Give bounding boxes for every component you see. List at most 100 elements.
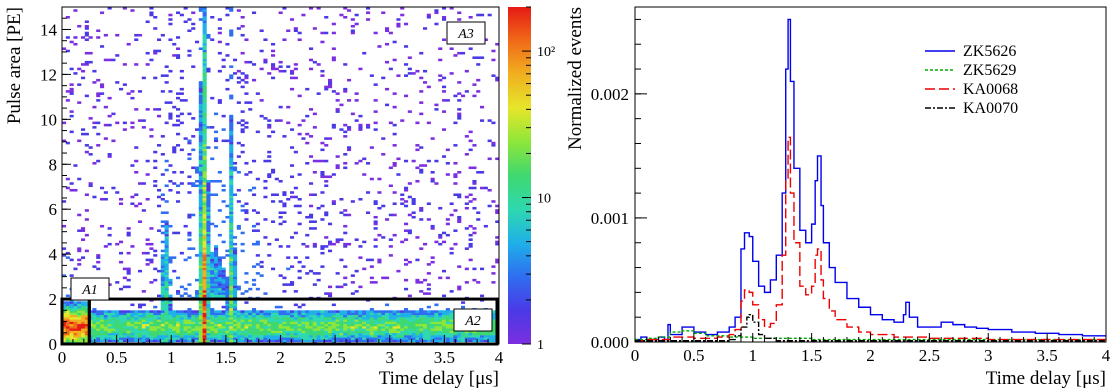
heatmap-cell	[293, 231, 298, 235]
heatmap-cell	[388, 335, 393, 338]
heatmap-cell	[324, 184, 329, 188]
heatmap-cell	[377, 328, 382, 331]
heatmap-cell	[164, 314, 169, 318]
heatmap-cell	[153, 312, 158, 316]
heatmap-cell	[252, 209, 257, 212]
region-label-A2: A2	[453, 308, 493, 332]
heatmap-cell	[248, 287, 253, 291]
heatmap-cell	[263, 339, 268, 343]
heatmap-cell	[96, 330, 101, 334]
heatmap-cell	[411, 330, 416, 334]
heatmap-cell	[172, 328, 177, 331]
heatmap-cell	[217, 332, 222, 336]
heatmap-cell	[214, 272, 219, 275]
heatmap-cell	[115, 81, 120, 84]
heatmap-cell	[472, 278, 477, 282]
heatmap-cell	[122, 332, 127, 336]
heatmap-cell	[263, 321, 268, 325]
heatmap-cell	[229, 126, 234, 129]
heatmap-cell	[214, 276, 219, 280]
heatmap-cell	[457, 220, 462, 223]
heatmap-cell	[233, 301, 238, 304]
heatmap-cell	[350, 200, 355, 203]
heatmap-cell	[183, 99, 188, 102]
heatmap-cell	[252, 332, 257, 336]
heatmap-cell	[100, 330, 105, 334]
heatmap-cell	[206, 184, 211, 188]
heatmap-cell	[267, 123, 272, 127]
heatmap-cell	[214, 251, 219, 255]
heatmap-cell	[145, 197, 150, 201]
heatmap-cell	[309, 215, 314, 219]
heatmap-cell	[445, 314, 450, 318]
heatmap-cell	[176, 292, 181, 295]
heatmap-cell	[65, 305, 70, 309]
heatmap-cell	[214, 130, 219, 134]
heatmap-cell	[202, 197, 207, 201]
heatmap-cell	[164, 238, 169, 241]
heatmap-cell	[426, 310, 431, 313]
heatmap-cell	[202, 218, 207, 221]
heatmap-cell	[195, 335, 200, 338]
heatmap-cell	[362, 335, 367, 338]
heatmap-cell	[141, 321, 146, 325]
heatmap-cell	[210, 256, 215, 259]
heatmap-cell	[157, 49, 162, 53]
heatmap-cell	[373, 215, 378, 219]
heatmap-cell	[362, 319, 367, 322]
heatmap-cell	[198, 85, 203, 89]
heatmap-cell	[153, 310, 158, 313]
heatmap-cell	[233, 267, 238, 271]
heatmap-cell	[396, 337, 401, 340]
heatmap-cell	[415, 314, 420, 318]
heatmap-cell	[149, 330, 154, 334]
heatmap-cell	[293, 186, 298, 190]
heatmap-cell	[130, 195, 135, 199]
heatmap-cell	[434, 330, 439, 334]
heatmap-cell	[457, 218, 462, 221]
heatmap-cell	[476, 335, 481, 338]
heatmap-cell	[168, 256, 173, 259]
heatmap-cell	[320, 323, 325, 327]
heatmap-cell	[229, 335, 234, 338]
heatmap-cell	[198, 287, 203, 291]
heatmap-cell	[96, 310, 101, 313]
heatmap-cell	[324, 310, 329, 313]
heatmap-cell	[377, 260, 382, 264]
heatmap-cell	[198, 184, 203, 188]
heatmap-cell	[377, 323, 382, 327]
heatmap-cell	[168, 114, 173, 118]
heatmap-cell	[187, 29, 192, 33]
heatmap-cell	[248, 314, 253, 318]
heatmap-cell	[457, 112, 462, 116]
heatmap-cell	[202, 292, 207, 295]
heatmap-cell	[404, 222, 409, 226]
heatmap-cell	[145, 337, 150, 340]
heatmap-cell	[354, 314, 359, 318]
heatmap-cell	[138, 33, 143, 37]
heatmap-cell	[354, 321, 359, 325]
heatmap-cell	[282, 337, 287, 340]
heatmap-cell	[69, 90, 74, 93]
heatmap-cell	[206, 249, 211, 253]
heatmap-cell	[347, 314, 352, 318]
heatmap-cell	[202, 40, 207, 44]
heatmap-cell	[122, 314, 127, 318]
heatmap-cell	[358, 317, 363, 320]
heatmap-cell	[84, 94, 89, 98]
heatmap-cell	[122, 312, 127, 316]
heatmap-cell	[244, 218, 249, 221]
heatmap-cell	[172, 319, 177, 322]
heatmap-cell	[461, 51, 466, 55]
heatmap-cell	[210, 321, 215, 325]
heatmap-cell	[229, 193, 234, 197]
heatmap-cell	[206, 274, 211, 277]
heatmap-cell	[495, 209, 499, 212]
heatmap-cell	[206, 323, 211, 327]
heatmap-cell	[149, 337, 154, 340]
heatmap-cell	[115, 121, 120, 125]
heatmap-cell	[92, 330, 97, 334]
heatmap-cell	[65, 321, 70, 325]
heatmap-cell	[202, 67, 207, 71]
